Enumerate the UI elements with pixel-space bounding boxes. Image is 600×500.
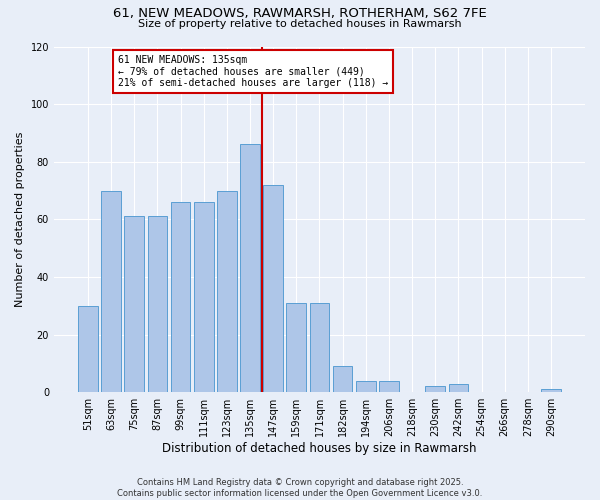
Bar [333,366,352,392]
Text: 61 NEW MEADOWS: 135sqm
← 79% of detached houses are smaller (449)
21% of semi-de: 61 NEW MEADOWS: 135sqm ← 79% of detached… [118,55,388,88]
Bar [148,216,167,392]
Bar [194,202,214,392]
Bar [263,185,283,392]
Y-axis label: Number of detached properties: Number of detached properties [15,132,25,307]
X-axis label: Distribution of detached houses by size in Rawmarsh: Distribution of detached houses by size … [162,442,477,455]
Bar [356,380,376,392]
Text: Size of property relative to detached houses in Rawmarsh: Size of property relative to detached ho… [138,19,462,29]
Bar [240,144,260,392]
Bar [379,380,399,392]
Bar [286,303,306,392]
Bar [449,384,468,392]
Bar [541,390,561,392]
Bar [124,216,144,392]
Bar [310,303,329,392]
Text: 61, NEW MEADOWS, RAWMARSH, ROTHERHAM, S62 7FE: 61, NEW MEADOWS, RAWMARSH, ROTHERHAM, S6… [113,8,487,20]
Bar [425,386,445,392]
Bar [78,306,98,392]
Bar [101,190,121,392]
Bar [217,190,236,392]
Bar [170,202,190,392]
Text: Contains HM Land Registry data © Crown copyright and database right 2025.
Contai: Contains HM Land Registry data © Crown c… [118,478,482,498]
